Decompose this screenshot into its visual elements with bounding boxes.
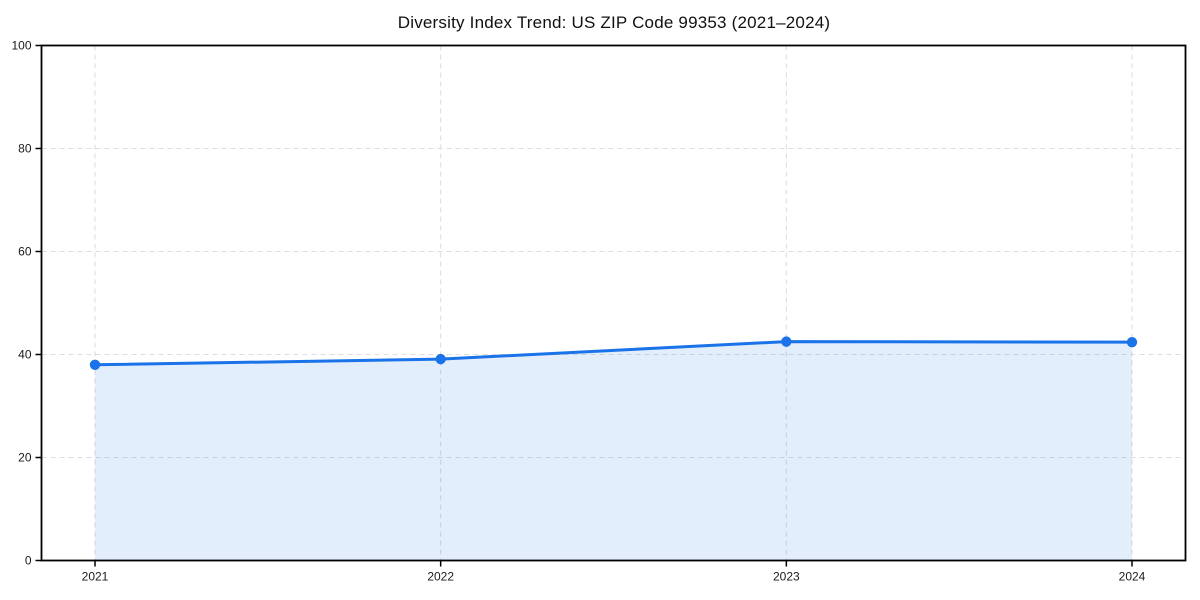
area-fill xyxy=(95,341,1132,561)
y-tick-label: 100 xyxy=(11,39,31,53)
data-point-marker xyxy=(1126,336,1138,348)
y-tick-label: 80 xyxy=(18,142,32,156)
y-tick-label: 60 xyxy=(18,245,32,259)
trend-line xyxy=(93,340,1134,367)
x-tick-label: 2022 xyxy=(427,570,454,584)
data-point-marker xyxy=(435,353,446,365)
y-tick-label: 40 xyxy=(18,348,32,362)
data-point-marker xyxy=(781,336,792,347)
data-point-marker xyxy=(89,359,101,370)
x-tick-label: 2023 xyxy=(773,570,800,584)
y-tick-label: 0 xyxy=(25,554,32,568)
x-tick-label: 2024 xyxy=(1119,570,1146,584)
y-tick-label: 20 xyxy=(18,451,32,465)
chart-title: Diversity Index Trend: US ZIP Code 99353… xyxy=(397,13,831,32)
x-tick-label: 2021 xyxy=(82,570,109,584)
axis-frame xyxy=(40,44,1187,562)
